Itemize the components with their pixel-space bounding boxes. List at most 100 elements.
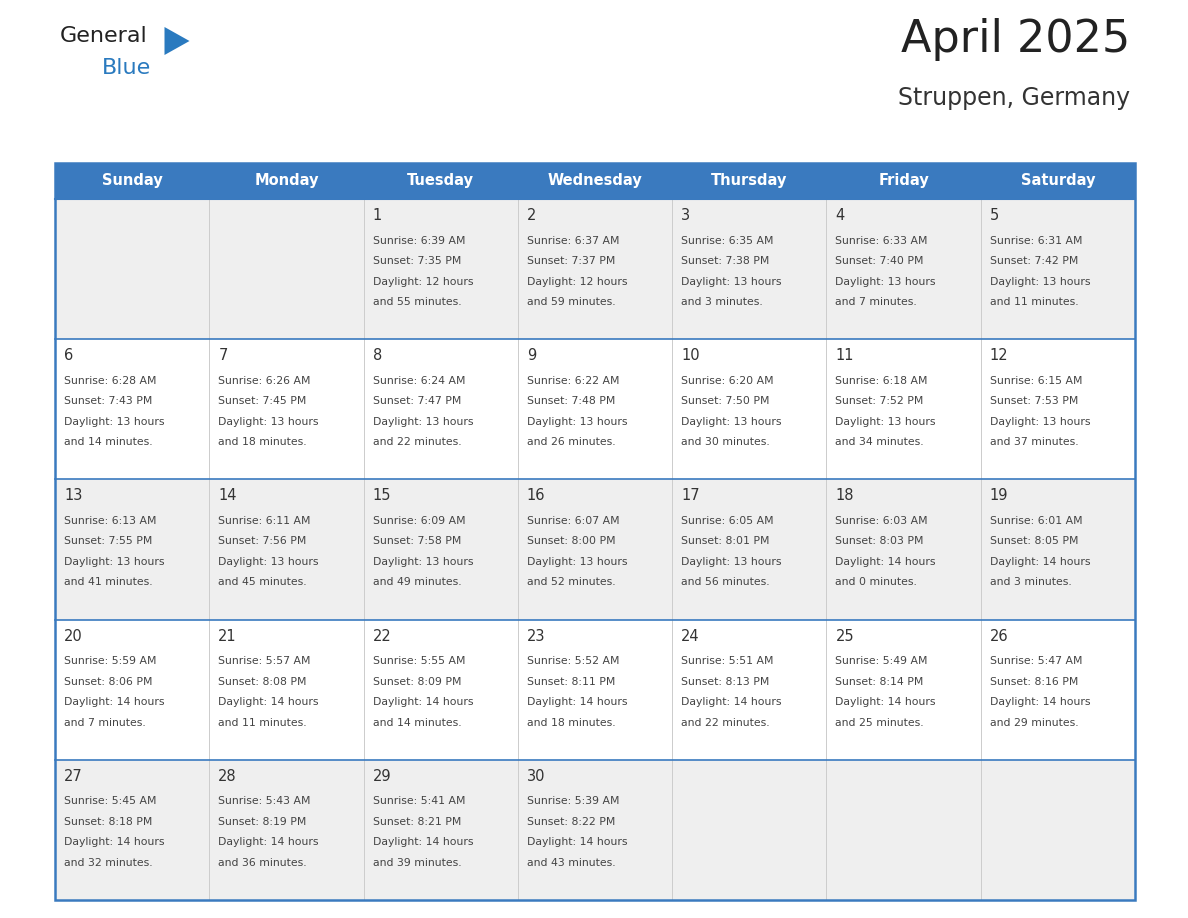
Text: Sunrise: 5:51 AM: Sunrise: 5:51 AM (681, 656, 773, 666)
Text: and 11 minutes.: and 11 minutes. (990, 297, 1079, 307)
Text: 2: 2 (526, 208, 536, 223)
Text: and 43 minutes.: and 43 minutes. (526, 857, 615, 868)
Text: Daylight: 13 hours: Daylight: 13 hours (681, 557, 782, 567)
Text: Sunset: 8:19 PM: Sunset: 8:19 PM (219, 817, 307, 827)
Text: and 30 minutes.: and 30 minutes. (681, 437, 770, 447)
Text: and 39 minutes.: and 39 minutes. (373, 857, 461, 868)
Text: and 7 minutes.: and 7 minutes. (64, 718, 146, 728)
Text: 8: 8 (373, 348, 381, 364)
Text: Sunday: Sunday (102, 174, 163, 188)
Text: and 29 minutes.: and 29 minutes. (990, 718, 1079, 728)
Text: 20: 20 (64, 629, 83, 644)
Text: Sunrise: 5:59 AM: Sunrise: 5:59 AM (64, 656, 157, 666)
Text: Sunrise: 6:28 AM: Sunrise: 6:28 AM (64, 375, 157, 386)
Text: Daylight: 14 hours: Daylight: 14 hours (681, 697, 782, 707)
Text: 4: 4 (835, 208, 845, 223)
Text: and 7 minutes.: and 7 minutes. (835, 297, 917, 307)
Text: 22: 22 (373, 629, 391, 644)
Text: Daylight: 13 hours: Daylight: 13 hours (373, 557, 473, 567)
Text: 28: 28 (219, 768, 236, 784)
Text: Sunset: 7:53 PM: Sunset: 7:53 PM (990, 397, 1078, 406)
Text: 1: 1 (373, 208, 381, 223)
Text: and 25 minutes.: and 25 minutes. (835, 718, 924, 728)
Text: 12: 12 (990, 348, 1009, 364)
Text: and 56 minutes.: and 56 minutes. (681, 577, 770, 588)
Text: 9: 9 (526, 348, 536, 364)
Text: General: General (61, 26, 147, 46)
Text: Sunset: 8:05 PM: Sunset: 8:05 PM (990, 536, 1079, 546)
Text: and 22 minutes.: and 22 minutes. (373, 437, 461, 447)
Text: Sunrise: 6:11 AM: Sunrise: 6:11 AM (219, 516, 311, 526)
Text: and 45 minutes.: and 45 minutes. (219, 577, 307, 588)
Text: Sunset: 8:03 PM: Sunset: 8:03 PM (835, 536, 924, 546)
Text: Sunrise: 5:52 AM: Sunrise: 5:52 AM (526, 656, 619, 666)
Text: Sunrise: 6:03 AM: Sunrise: 6:03 AM (835, 516, 928, 526)
Text: Sunset: 8:13 PM: Sunset: 8:13 PM (681, 677, 770, 687)
Text: 16: 16 (526, 488, 545, 503)
Text: Blue: Blue (102, 58, 151, 78)
Text: 17: 17 (681, 488, 700, 503)
Polygon shape (164, 27, 190, 55)
Text: Tuesday: Tuesday (407, 174, 474, 188)
Text: 6: 6 (64, 348, 74, 364)
Text: Sunset: 7:43 PM: Sunset: 7:43 PM (64, 397, 152, 406)
Text: Daylight: 14 hours: Daylight: 14 hours (219, 697, 318, 707)
Text: Sunrise: 5:45 AM: Sunrise: 5:45 AM (64, 796, 157, 806)
Bar (55, 479, 1135, 620)
Text: and 34 minutes.: and 34 minutes. (835, 437, 924, 447)
Text: and 22 minutes.: and 22 minutes. (681, 718, 770, 728)
Text: 10: 10 (681, 348, 700, 364)
Text: 26: 26 (990, 629, 1009, 644)
Text: 3: 3 (681, 208, 690, 223)
Text: Daylight: 13 hours: Daylight: 13 hours (373, 417, 473, 427)
Text: Daylight: 14 hours: Daylight: 14 hours (373, 697, 473, 707)
Text: Daylight: 14 hours: Daylight: 14 hours (526, 837, 627, 847)
Text: and 55 minutes.: and 55 minutes. (373, 297, 461, 307)
Text: 29: 29 (373, 768, 391, 784)
Bar (55, 620, 1135, 760)
Text: 24: 24 (681, 629, 700, 644)
Text: Daylight: 14 hours: Daylight: 14 hours (990, 697, 1091, 707)
Text: Daylight: 13 hours: Daylight: 13 hours (219, 417, 318, 427)
Text: and 11 minutes.: and 11 minutes. (219, 718, 307, 728)
Text: and 0 minutes.: and 0 minutes. (835, 577, 917, 588)
Text: Daylight: 14 hours: Daylight: 14 hours (64, 837, 164, 847)
Text: 27: 27 (64, 768, 83, 784)
Text: and 18 minutes.: and 18 minutes. (526, 718, 615, 728)
Text: Sunrise: 6:35 AM: Sunrise: 6:35 AM (681, 236, 773, 245)
Text: Sunrise: 6:26 AM: Sunrise: 6:26 AM (219, 375, 311, 386)
Text: and 3 minutes.: and 3 minutes. (990, 577, 1072, 588)
Text: Sunrise: 6:39 AM: Sunrise: 6:39 AM (373, 236, 465, 245)
Text: Daylight: 14 hours: Daylight: 14 hours (373, 837, 473, 847)
Text: Daylight: 13 hours: Daylight: 13 hours (990, 417, 1091, 427)
Text: April 2025: April 2025 (901, 18, 1130, 61)
Text: Sunrise: 5:41 AM: Sunrise: 5:41 AM (373, 796, 465, 806)
Text: Sunrise: 5:57 AM: Sunrise: 5:57 AM (219, 656, 311, 666)
Text: and 49 minutes.: and 49 minutes. (373, 577, 461, 588)
Text: 7: 7 (219, 348, 228, 364)
Text: Sunrise: 5:49 AM: Sunrise: 5:49 AM (835, 656, 928, 666)
Text: Saturday: Saturday (1020, 174, 1095, 188)
Text: and 26 minutes.: and 26 minutes. (526, 437, 615, 447)
Text: Sunset: 7:45 PM: Sunset: 7:45 PM (219, 397, 307, 406)
Text: Friday: Friday (878, 174, 929, 188)
Text: Daylight: 13 hours: Daylight: 13 hours (526, 417, 627, 427)
Text: 15: 15 (373, 488, 391, 503)
Text: Daylight: 13 hours: Daylight: 13 hours (681, 276, 782, 286)
Text: 21: 21 (219, 629, 236, 644)
Text: Sunset: 7:50 PM: Sunset: 7:50 PM (681, 397, 770, 406)
Text: Daylight: 13 hours: Daylight: 13 hours (219, 557, 318, 567)
Bar (55, 339, 1135, 479)
Text: Daylight: 14 hours: Daylight: 14 hours (64, 697, 164, 707)
Text: Sunrise: 6:37 AM: Sunrise: 6:37 AM (526, 236, 619, 245)
Text: Daylight: 13 hours: Daylight: 13 hours (835, 417, 936, 427)
Text: Sunrise: 6:01 AM: Sunrise: 6:01 AM (990, 516, 1082, 526)
Text: Sunset: 7:35 PM: Sunset: 7:35 PM (373, 256, 461, 266)
Text: Sunrise: 6:24 AM: Sunrise: 6:24 AM (373, 375, 465, 386)
Text: Sunset: 7:42 PM: Sunset: 7:42 PM (990, 256, 1078, 266)
Text: Sunset: 7:55 PM: Sunset: 7:55 PM (64, 536, 152, 546)
Text: 23: 23 (526, 629, 545, 644)
Text: 5: 5 (990, 208, 999, 223)
Text: Sunrise: 6:18 AM: Sunrise: 6:18 AM (835, 375, 928, 386)
Text: Sunset: 7:40 PM: Sunset: 7:40 PM (835, 256, 924, 266)
